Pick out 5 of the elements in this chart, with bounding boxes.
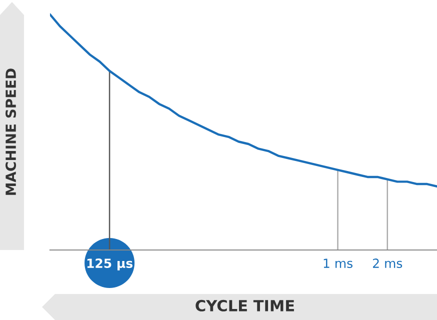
x-tick-label: 2 ms — [372, 258, 402, 268]
x-tick-label: 125 µs — [87, 258, 132, 270]
x-axis-title: CYCLE TIME — [196, 300, 294, 312]
y-axis-title: MACHINE SPEED — [6, 68, 16, 195]
x-tick-label: 1 ms — [324, 258, 352, 268]
